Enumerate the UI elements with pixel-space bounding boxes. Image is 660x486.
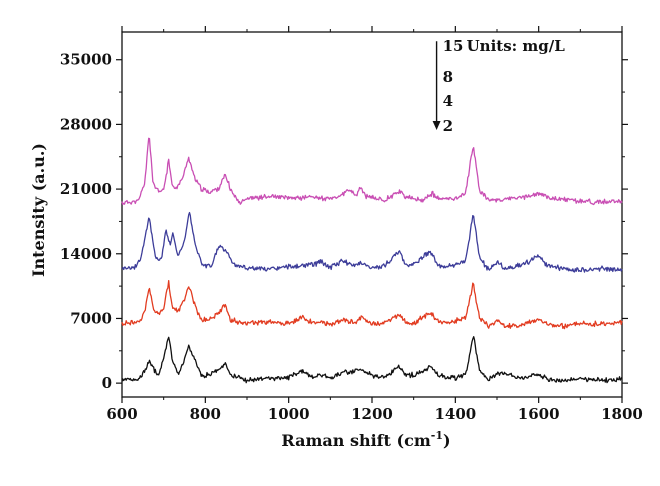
series-line-2 [121, 336, 623, 384]
concentration-arrow-head [432, 120, 441, 130]
y-tick-label: 14000 [60, 245, 112, 263]
legend-entry-4: 4 [443, 92, 453, 110]
x-tick-label: 600 [106, 405, 137, 423]
y-axis-title: Intensity (a.u.) [29, 143, 48, 277]
series-line-15 [121, 137, 623, 206]
y-tick-label: 35000 [60, 51, 112, 69]
x-axis-title: Raman shift (cm-1) [281, 429, 450, 450]
legend: 15 8 4 2 Units: mg/L [443, 37, 566, 135]
y-tick-label: 28000 [60, 115, 112, 133]
annotation-layer [432, 41, 441, 130]
x-tick-label: 1800 [601, 405, 643, 423]
y-axis: 0 7000 14000 21000 28000 35000 [60, 51, 628, 392]
x-tick-label: 1600 [518, 405, 560, 423]
x-tick-label: 800 [190, 405, 221, 423]
legend-entry-15: 15 [443, 37, 464, 55]
y-tick-label: 7000 [70, 309, 112, 327]
y-tick-label: 21000 [60, 180, 112, 198]
x-tick-label: 1400 [434, 405, 476, 423]
x-tick-label: 1000 [268, 405, 310, 423]
series-line-4 [121, 279, 623, 330]
y-tick-label: 0 [102, 374, 112, 392]
plot-frame [121, 31, 623, 398]
series-line-8 [121, 211, 623, 273]
series-layer [121, 137, 623, 384]
x-axis: 600 800 1000 1200 1400 1600 1800 [106, 26, 643, 423]
plot-border [121, 31, 623, 398]
legend-units-label: Units: mg/L [467, 37, 566, 55]
legend-entry-8: 8 [443, 68, 453, 86]
x-tick-label: 1200 [351, 405, 393, 423]
legend-entry-2: 2 [443, 117, 453, 135]
